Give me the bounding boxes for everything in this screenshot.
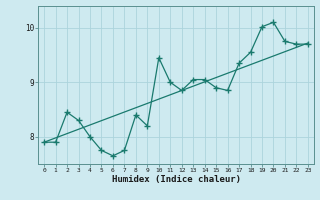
X-axis label: Humidex (Indice chaleur): Humidex (Indice chaleur) (111, 175, 241, 184)
